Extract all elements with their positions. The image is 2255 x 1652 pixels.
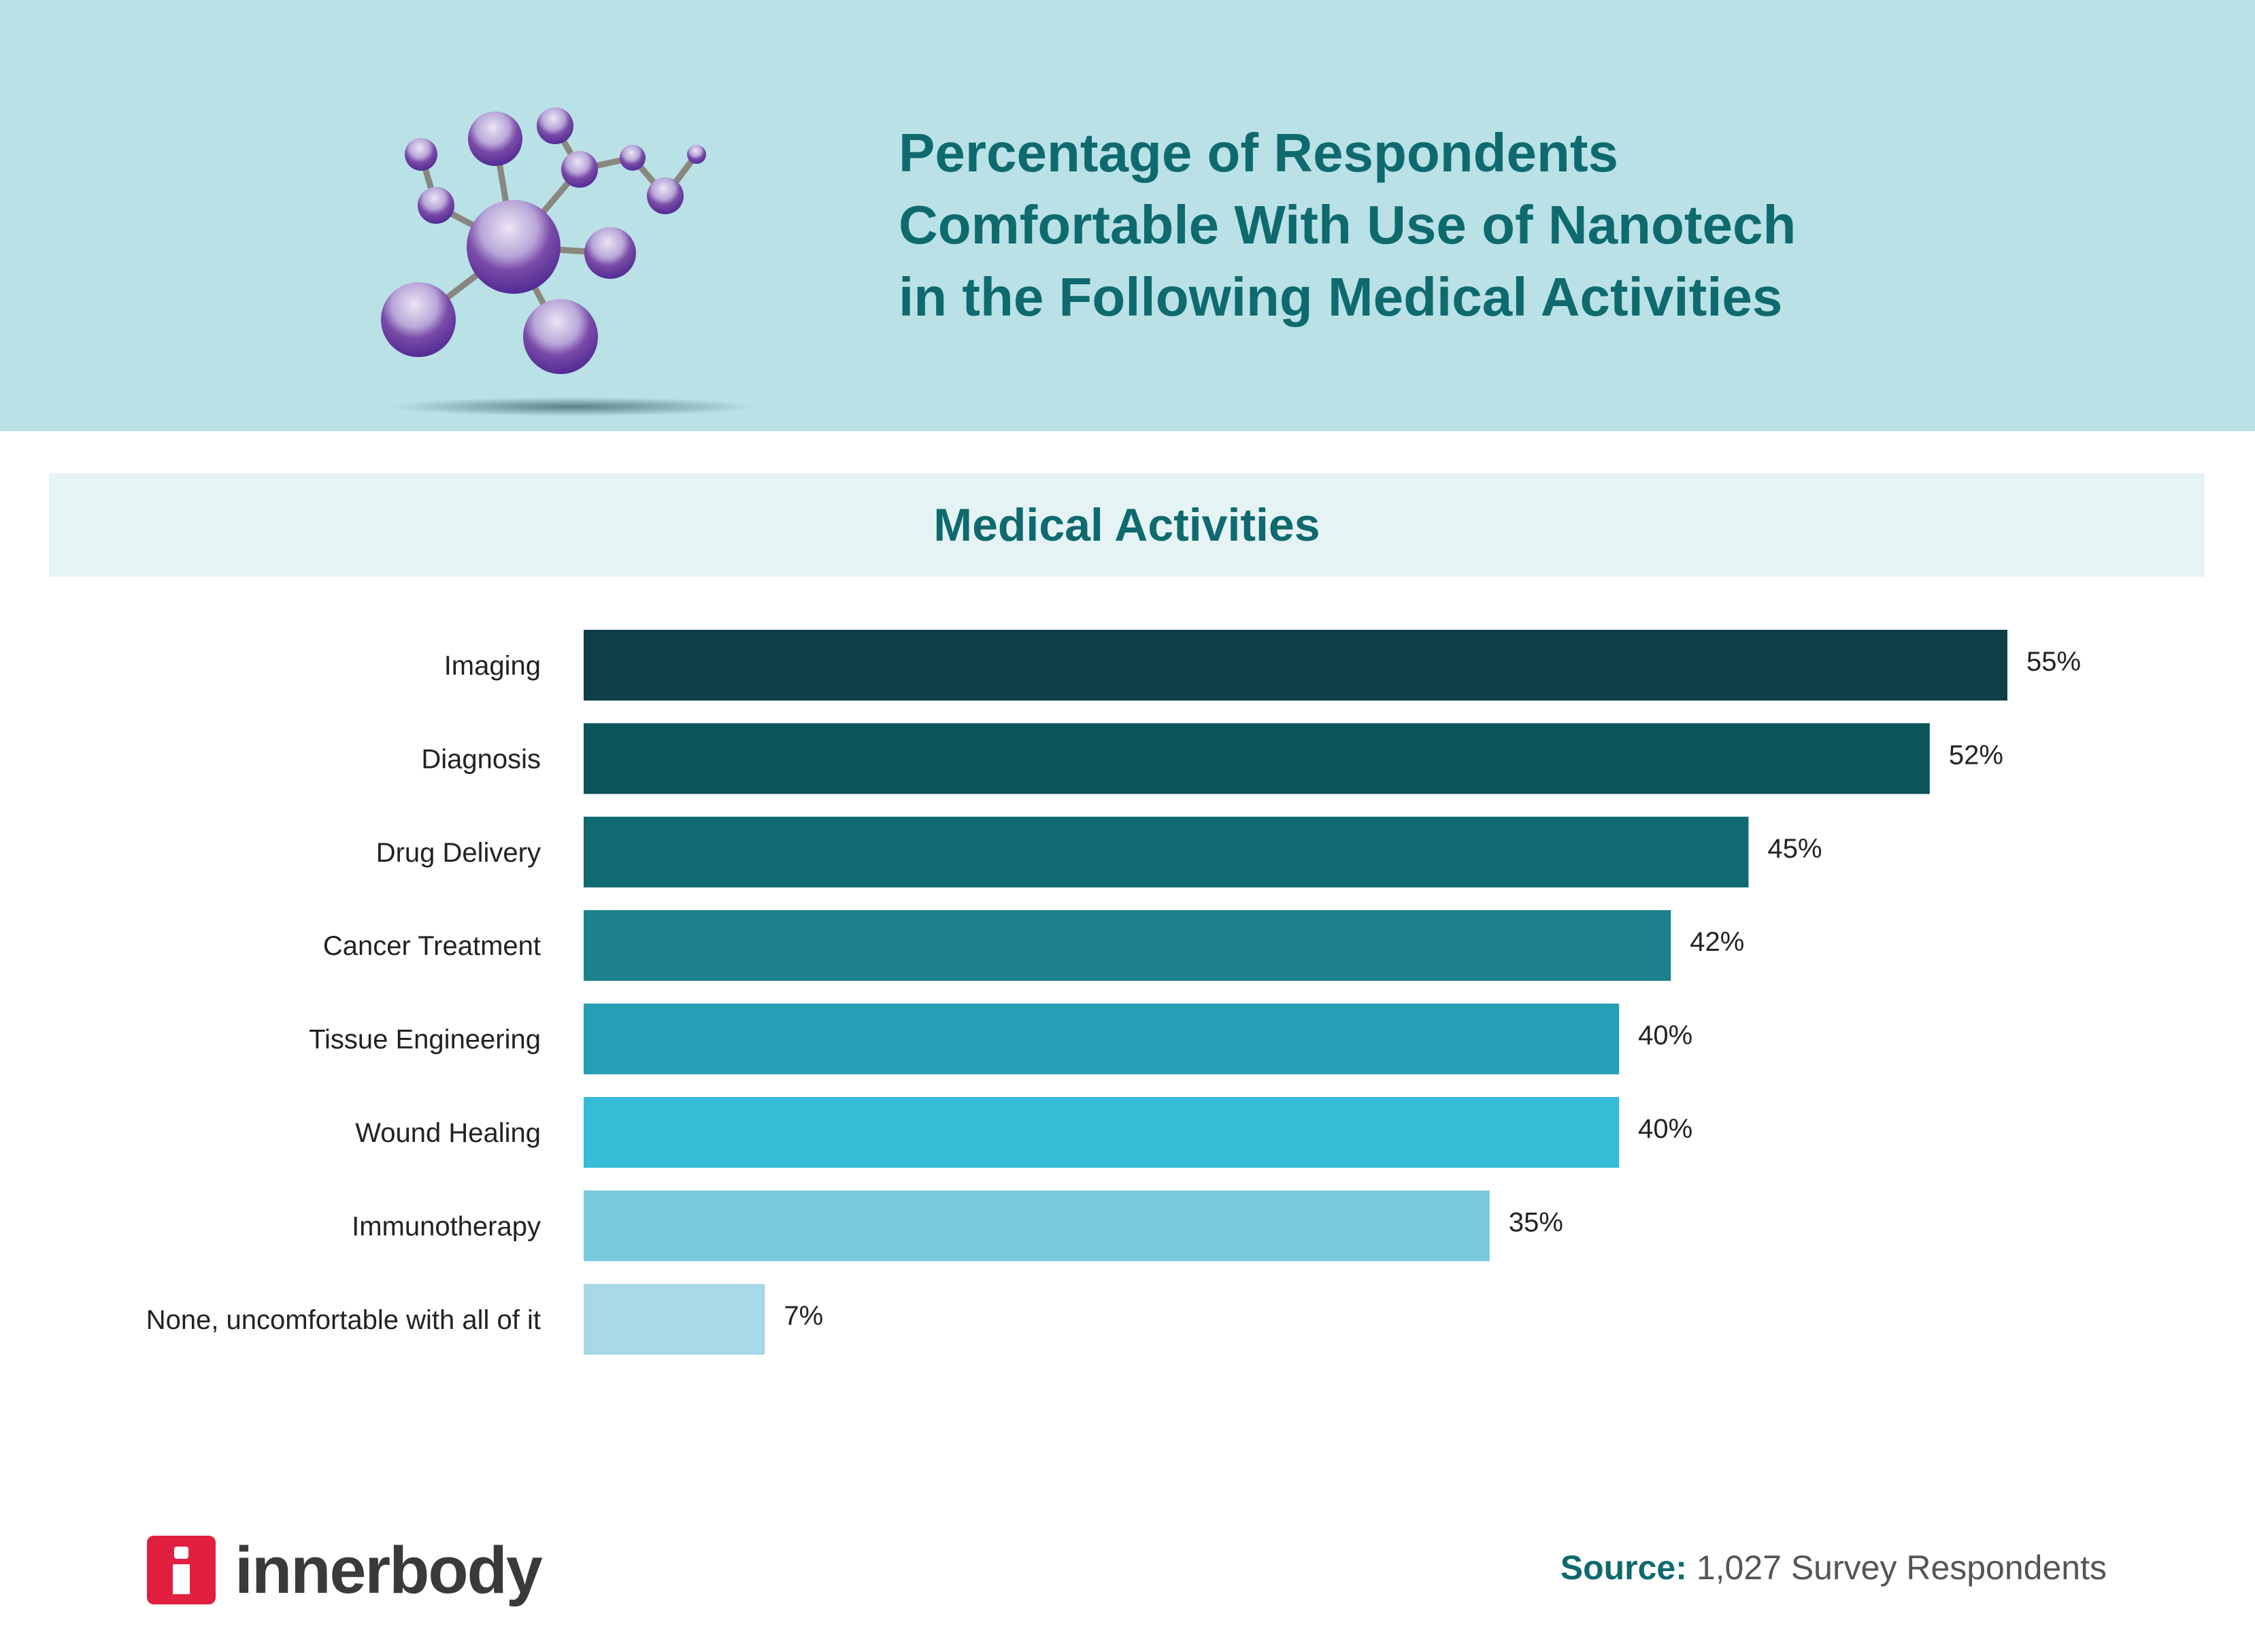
bar <box>584 1283 765 1355</box>
value-label: 35% <box>1509 1207 1563 1237</box>
value-label: 40% <box>1638 1021 1692 1051</box>
logo-text: innerbody <box>235 1533 543 1607</box>
title-line: Percentage of Respondents <box>899 122 1619 183</box>
bar <box>584 1097 1620 1168</box>
category-label: None, uncomfortable with all of it <box>146 1305 541 1335</box>
value-label: 42% <box>1690 927 1744 957</box>
page-title: Percentage of Respondents Comfortable Wi… <box>899 117 1796 333</box>
bar <box>584 910 1671 981</box>
bar-chart: Imaging 55% Diagnosis 52% Drug Delivery 45% Ca… <box>146 630 2081 1355</box>
innerbody-logo: innerbody <box>147 1533 543 1607</box>
logo-mark-icon <box>147 1536 216 1604</box>
category-label: Imaging <box>444 651 541 681</box>
category-label: Immunotherapy <box>352 1211 541 1241</box>
bar <box>584 1003 1620 1075</box>
value-label: 52% <box>1949 740 2003 770</box>
category-label: Wound Healing <box>355 1118 541 1148</box>
bar <box>584 1190 1490 1262</box>
category-label: Drug Delivery <box>376 838 541 868</box>
source-note: Source: 1,027 Survey Respondents <box>1560 1548 2107 1587</box>
chart-title: Medical Activities <box>933 499 1320 551</box>
source-label: Source: <box>1560 1549 1687 1587</box>
category-label: Tissue Engineering <box>309 1025 541 1055</box>
title-line: in the Following Medical Activities <box>899 267 1783 327</box>
category-label: Cancer Treatment <box>323 931 541 961</box>
category-label: Diagnosis <box>421 744 541 774</box>
bar <box>584 723 1930 794</box>
molecule-icon <box>381 107 756 416</box>
value-label: 45% <box>1767 834 1822 864</box>
source-text: 1,027 Survey Respondents <box>1696 1549 2107 1587</box>
value-label: 7% <box>784 1301 823 1331</box>
header-band: Percentage of Respondents Comfortable Wi… <box>0 0 2255 431</box>
bar <box>584 630 2007 701</box>
value-label: 40% <box>1638 1114 1692 1144</box>
chart-title-band: Medical Activities <box>49 473 2205 577</box>
title-line: Comfortable With Use of Nanotech <box>899 195 1797 255</box>
value-label: 55% <box>2026 647 2081 677</box>
bar <box>584 816 1749 888</box>
